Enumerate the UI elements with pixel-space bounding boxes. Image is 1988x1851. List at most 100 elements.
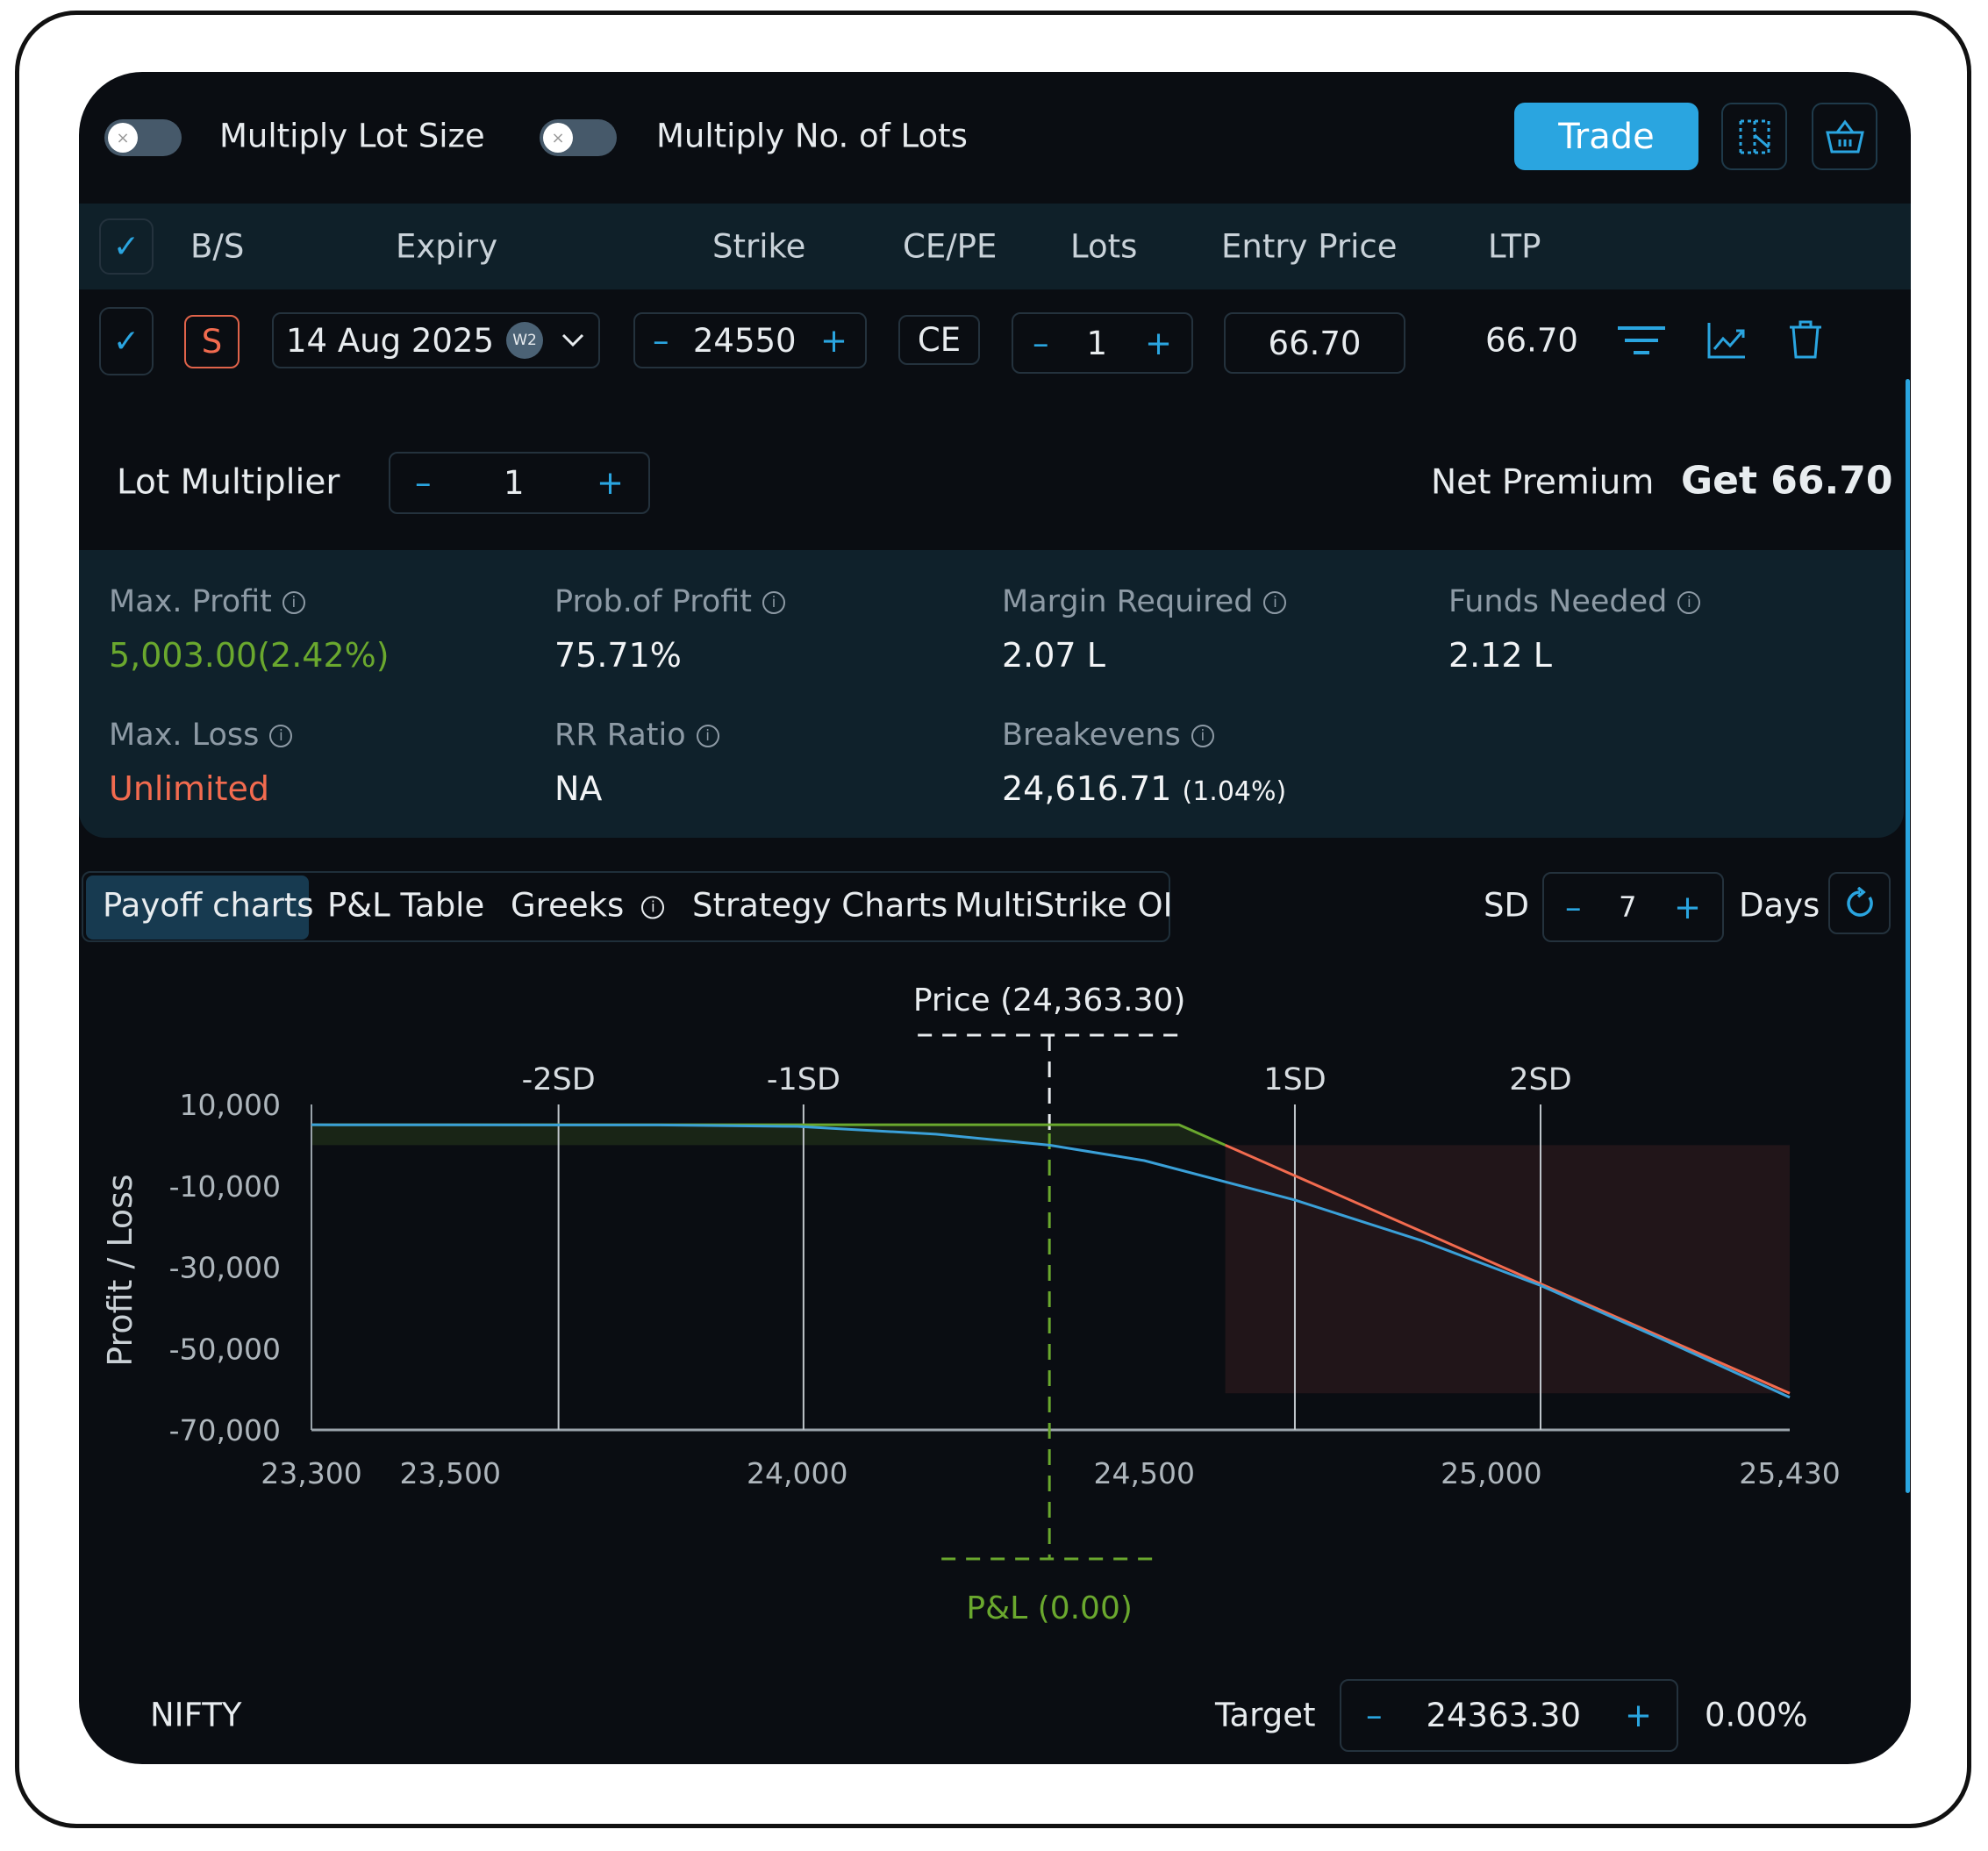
toggle-off-icon: × bbox=[108, 123, 138, 153]
strike-stepper[interactable]: – 24550 + bbox=[633, 312, 867, 368]
multiply-lots-label: Multiply No. of Lots bbox=[656, 117, 968, 155]
price-marker-label: Price (24,363.30) bbox=[913, 983, 1186, 1018]
multiply-lots-toggle[interactable]: × bbox=[540, 119, 617, 156]
funds-label: Funds Needed i bbox=[1448, 584, 1701, 619]
strike-increment[interactable]: + bbox=[819, 321, 847, 360]
filter-icon[interactable] bbox=[1616, 325, 1667, 358]
strategy-panel: × Multiply Lot Size × Multiply No. of Lo… bbox=[79, 72, 1911, 1764]
basket-button[interactable] bbox=[1812, 103, 1877, 170]
expiry-select[interactable]: 14 Aug 2025 W2 bbox=[272, 312, 600, 368]
max-loss-label: Max. Loss i bbox=[109, 718, 293, 753]
refresh-icon bbox=[1846, 886, 1873, 917]
tab-payoff-charts[interactable]: Payoff charts bbox=[103, 886, 314, 925]
target-pct: 0.00% bbox=[1705, 1696, 1808, 1734]
info-icon[interactable]: i bbox=[269, 725, 293, 747]
sd-label: -1SD bbox=[767, 1062, 840, 1097]
rr-ratio-value: NA bbox=[554, 769, 603, 808]
strategy-grid-icon bbox=[1739, 119, 1770, 154]
breakevens-label: Breakevens i bbox=[1002, 718, 1214, 753]
strike-decrement[interactable]: – bbox=[653, 321, 669, 360]
max-profit-label: Max. Profit i bbox=[109, 584, 305, 619]
header-ce-pe: CE/PE bbox=[903, 227, 998, 266]
days-decrement[interactable]: – bbox=[1565, 888, 1582, 926]
info-icon[interactable]: i bbox=[762, 591, 786, 614]
tab-multistrike-oi[interactable]: MultiStrike OI bbox=[955, 886, 1173, 925]
chart-icon[interactable] bbox=[1706, 321, 1747, 360]
active-tab-highlight bbox=[86, 875, 309, 940]
x-tick-label: 24,000 bbox=[747, 1456, 847, 1490]
lot-multiplier-decrement[interactable]: – bbox=[415, 464, 432, 502]
max-profit-value: 5,003.00(2.42%) bbox=[109, 636, 390, 675]
days-value: 7 bbox=[1619, 890, 1637, 924]
header-strike: Strike bbox=[712, 227, 806, 266]
expiry-value: 14 Aug 2025 bbox=[286, 321, 495, 360]
info-icon[interactable]: i bbox=[282, 591, 305, 614]
buy-sell-toggle[interactable]: S bbox=[184, 315, 240, 368]
breakevens-pct: (1.04%) bbox=[1182, 776, 1287, 807]
header-ltp: LTP bbox=[1488, 227, 1541, 266]
rr-ratio-label: RR Ratio i bbox=[554, 718, 719, 753]
header-bs: B/S bbox=[190, 227, 245, 266]
pnl-marker-label: P&L (0.00) bbox=[966, 1590, 1133, 1626]
lot-multiplier-stepper[interactable]: – 1 + bbox=[389, 452, 650, 514]
info-icon[interactable]: i bbox=[1677, 591, 1701, 614]
lot-multiplier-increment[interactable]: + bbox=[596, 464, 624, 502]
target-stepper[interactable]: – 24363.30 + bbox=[1340, 1679, 1678, 1752]
sd-days-stepper[interactable]: – 7 + bbox=[1542, 872, 1724, 942]
info-icon[interactable]: i bbox=[1263, 591, 1287, 614]
trash-icon[interactable] bbox=[1788, 319, 1823, 360]
days-increment[interactable]: + bbox=[1673, 888, 1701, 926]
trade-button[interactable]: Trade bbox=[1514, 103, 1698, 170]
scrollbar[interactable] bbox=[1906, 379, 1910, 1493]
legs-table-header bbox=[79, 204, 1911, 289]
payoff-chart: -2SD -1SD 1SD 2SD 10,000 -10,000 -30,000 -50,00… bbox=[101, 983, 1841, 1626]
target-value: 24363.30 bbox=[1426, 1697, 1582, 1734]
target-decrement[interactable]: – bbox=[1366, 1697, 1383, 1734]
option-type-toggle[interactable]: CE bbox=[898, 315, 980, 365]
header-expiry: Expiry bbox=[396, 227, 498, 266]
x-tick-label: 25,430 bbox=[1739, 1456, 1840, 1490]
y-tick-label: -30,000 bbox=[169, 1251, 281, 1285]
lots-increment[interactable]: + bbox=[1144, 324, 1172, 362]
multiply-lot-size-toggle[interactable]: × bbox=[104, 119, 182, 156]
breakevens-value: 24,616.71 (1.04%) bbox=[1002, 769, 1287, 808]
prob-profit-value: 75.71% bbox=[554, 636, 682, 675]
chevron-down-icon bbox=[561, 333, 584, 347]
sd-label: 2SD bbox=[1509, 1062, 1571, 1097]
expiry-payoff-loss-line bbox=[1225, 1144, 1791, 1395]
target-increment[interactable]: + bbox=[1624, 1697, 1652, 1734]
max-loss-value: Unlimited bbox=[109, 769, 269, 808]
weekly-badge: W2 bbox=[506, 322, 544, 359]
target-label: Target bbox=[1215, 1696, 1316, 1734]
info-icon[interactable]: i bbox=[1191, 725, 1214, 747]
info-icon[interactable]: i bbox=[696, 725, 719, 747]
symbol-label: NIFTY bbox=[150, 1696, 242, 1734]
lots-stepper[interactable]: – 1 + bbox=[1012, 312, 1193, 374]
sd-label: -2SD bbox=[522, 1062, 596, 1097]
margin-value: 2.07 L bbox=[1002, 636, 1105, 675]
select-all-checkbox[interactable]: ✓ bbox=[99, 218, 154, 275]
multiply-lot-size-label: Multiply Lot Size bbox=[219, 117, 485, 155]
lots-decrement[interactable]: – bbox=[1033, 324, 1049, 362]
refresh-button[interactable] bbox=[1828, 872, 1891, 934]
leg-checkbox[interactable]: ✓ bbox=[99, 307, 154, 375]
tab-greeks[interactable]: Greeks i bbox=[511, 887, 665, 925]
info-icon[interactable]: i bbox=[641, 896, 665, 918]
target-day-payoff-line bbox=[311, 1123, 1791, 1399]
strategy-stats bbox=[79, 550, 1904, 838]
sd-label: 1SD bbox=[1263, 1062, 1326, 1097]
entry-price-input[interactable]: 66.70 bbox=[1224, 312, 1405, 374]
net-premium-label: Net Premium bbox=[1431, 462, 1655, 503]
x-tick-label: 23,500 bbox=[399, 1456, 500, 1490]
tab-pl-table[interactable]: P&L Table bbox=[327, 886, 485, 925]
margin-label: Margin Required i bbox=[1002, 584, 1287, 619]
toggle-off-icon: × bbox=[543, 123, 573, 153]
basket-icon bbox=[1825, 119, 1864, 153]
x-tick-label: 23,300 bbox=[261, 1456, 361, 1490]
tab-strategy-charts[interactable]: Strategy Charts bbox=[692, 886, 948, 925]
y-tick-label: -70,000 bbox=[169, 1413, 281, 1447]
y-axis-label: Profit / Loss bbox=[101, 1174, 139, 1366]
strategy-grid-button[interactable] bbox=[1721, 103, 1787, 170]
header-entry-price: Entry Price bbox=[1221, 227, 1398, 266]
y-tick-label: -10,000 bbox=[169, 1169, 281, 1204]
